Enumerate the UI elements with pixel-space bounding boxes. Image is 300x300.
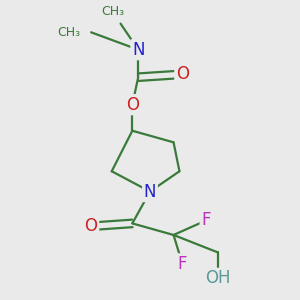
- Text: F: F: [178, 255, 187, 273]
- Text: F: F: [201, 212, 211, 230]
- Text: CH₃: CH₃: [102, 5, 125, 18]
- Text: N: N: [144, 182, 156, 200]
- Text: O: O: [85, 217, 98, 235]
- Text: O: O: [176, 65, 189, 83]
- Text: O: O: [126, 96, 139, 114]
- Text: CH₃: CH₃: [58, 26, 81, 39]
- Text: N: N: [132, 41, 145, 59]
- Text: OH: OH: [205, 269, 230, 287]
